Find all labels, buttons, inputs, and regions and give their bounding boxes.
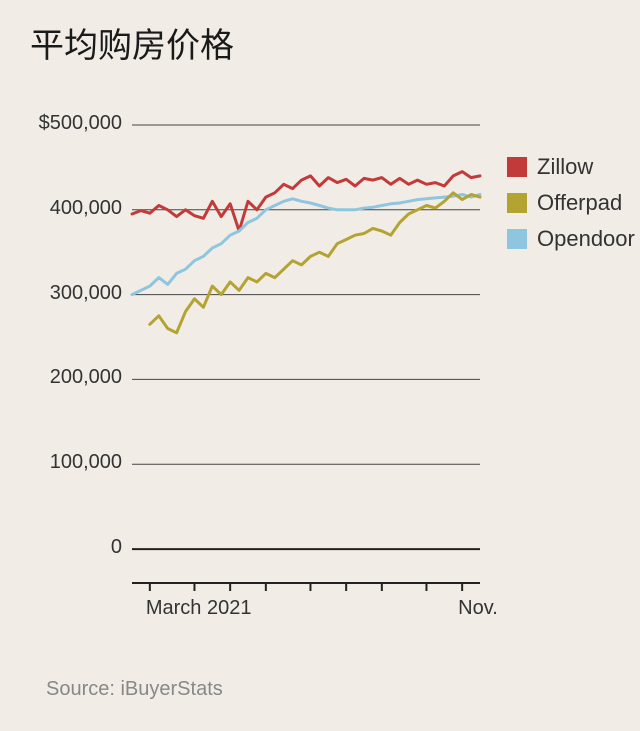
- legend-swatch-offerpad: [507, 193, 527, 213]
- x-axis-tick-label: March 2021: [146, 597, 252, 620]
- series-line-offerpad: [150, 193, 480, 333]
- y-axis-tick-label: 100,000: [0, 451, 122, 474]
- legend-label-opendoor: Opendoor: [537, 226, 635, 252]
- y-axis-tick-label: 200,000: [0, 366, 122, 389]
- y-axis-tick-label: 0: [0, 536, 122, 559]
- y-axis-tick-label: 400,000: [0, 197, 122, 220]
- y-axis-tick-label: 300,000: [0, 282, 122, 305]
- legend-label-offerpad: Offerpad: [537, 190, 622, 216]
- y-axis-tick-label: $500,000: [0, 112, 122, 135]
- legend-swatch-opendoor: [507, 229, 527, 249]
- chart-canvas: 平均购房价格$500,000400,000300,000200,000100,0…: [0, 0, 640, 731]
- legend-swatch-zillow: [507, 157, 527, 177]
- source-text: Source: iBuyerStats: [46, 678, 223, 701]
- x-axis-tick-label: Nov.: [458, 597, 498, 620]
- legend-label-zillow: Zillow: [537, 154, 593, 180]
